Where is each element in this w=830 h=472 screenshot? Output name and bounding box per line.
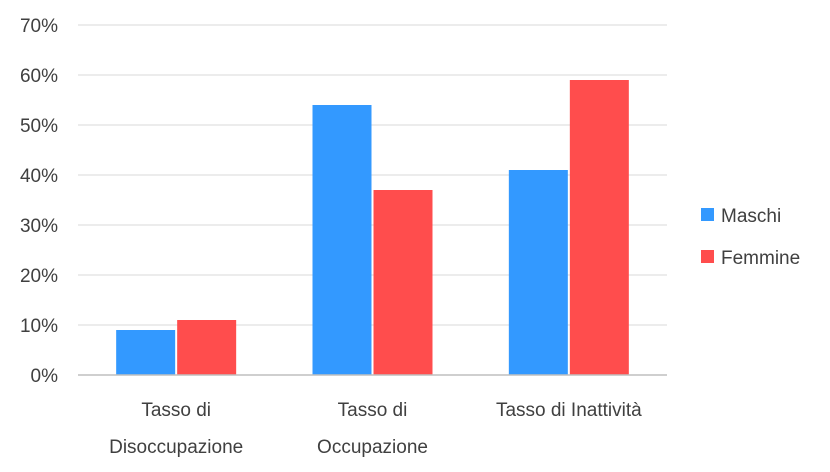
x-category-label: Tasso di (141, 400, 211, 421)
bar-femmine (569, 80, 629, 375)
bar-maschi (312, 105, 372, 375)
bar-femmine (177, 320, 237, 375)
x-axis-labels: Tasso di Disoccupazione Tasso di Occupazion… (109, 400, 642, 458)
legend: Maschi Femmine (701, 206, 800, 269)
legend-swatch (701, 250, 714, 263)
x-category-label: Tasso di (338, 400, 408, 421)
legend-swatch (701, 208, 714, 221)
y-tick-label: 10% (20, 316, 58, 337)
y-tick-label: 30% (20, 216, 58, 237)
x-category-label: Tasso di Inattività (496, 400, 642, 421)
y-tick-label: 70% (20, 16, 58, 37)
y-tick-label: 50% (20, 116, 58, 137)
y-tick-label: 0% (31, 366, 59, 387)
bars (116, 80, 629, 375)
bar-maschi (508, 170, 568, 375)
gridlines (78, 24, 667, 326)
y-tick-label: 20% (20, 266, 58, 287)
legend-label: Maschi (721, 206, 781, 227)
legend-label: Femmine (721, 248, 800, 269)
y-tick-label: 40% (20, 166, 58, 187)
x-category-label: Disoccupazione (109, 437, 243, 458)
x-category-label: Occupazione (317, 437, 428, 458)
bar-maschi (116, 330, 176, 375)
y-axis-ticks: 0% 10% 20% 30% 40% 50% 60% 70% (20, 16, 58, 387)
bar-femmine (373, 190, 433, 375)
y-tick-label: 60% (20, 66, 58, 87)
